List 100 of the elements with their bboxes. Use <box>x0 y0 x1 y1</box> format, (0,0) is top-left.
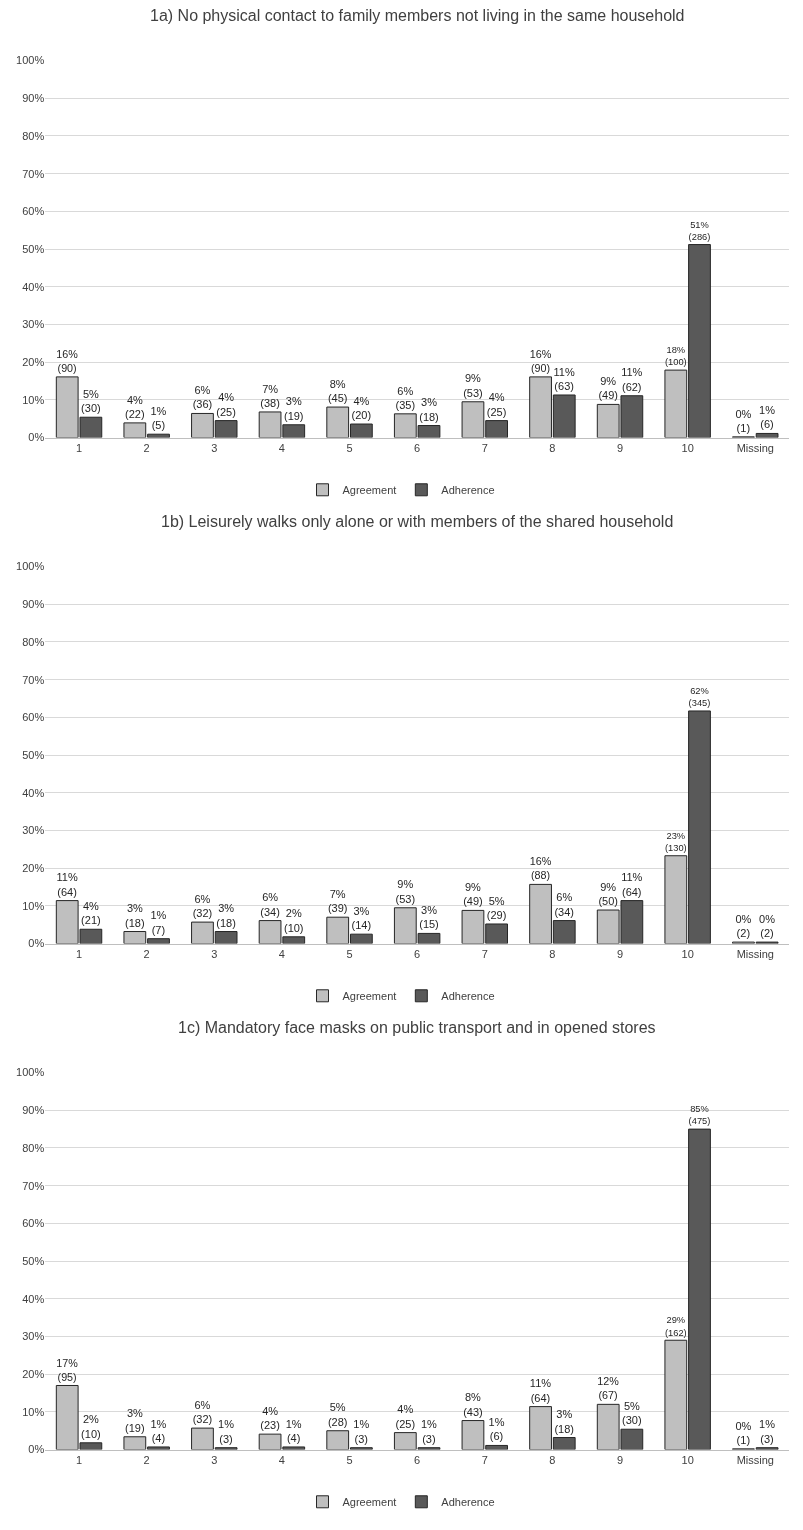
data-label: 3% (19) <box>125 1407 145 1434</box>
x-tick-label: 7 <box>481 1453 488 1466</box>
data-label: 6% (36) <box>192 384 213 411</box>
y-tick-label: 50% <box>22 748 45 761</box>
chart-title: 1b) Leisurely walks only alone or with members of the shared household <box>161 513 674 530</box>
x-tick-label: 4 <box>278 441 285 454</box>
x-tick-label: 3 <box>211 947 218 960</box>
x-tick-label: 10 <box>681 947 694 960</box>
y-tick-label: 10% <box>22 899 45 912</box>
x-tick-label: 2 <box>143 1453 150 1466</box>
data-label: 16% (90) <box>529 347 552 374</box>
y-tick-label: 80% <box>22 129 45 142</box>
y-tick-label: 90% <box>22 92 45 105</box>
data-label: 1% (3) <box>218 1418 235 1445</box>
data-label: 6% (32) <box>192 892 213 920</box>
x-tick-label: 5 <box>346 441 353 454</box>
data-label: 3% (18) <box>419 396 439 423</box>
data-label: 3% (18) <box>554 1408 575 1435</box>
data-label: 8% (43) <box>463 1391 483 1418</box>
data-label: 4% (25) <box>486 391 507 418</box>
x-tick-label: Missing <box>736 441 774 454</box>
x-tick-label: 7 <box>481 441 488 454</box>
data-label: 1% (6) <box>488 1416 505 1443</box>
chart-title: 1c) Mandatory face masks on public transport and in opened stores <box>178 1019 656 1036</box>
data-label: 85% (475) <box>688 1104 711 1127</box>
x-tick-label: 9 <box>616 441 624 454</box>
y-tick-label: 100% <box>16 54 45 67</box>
data-label: 1% (6) <box>759 404 776 431</box>
data-label: 16% (88) <box>529 855 552 882</box>
y-tick-label: 50% <box>22 1254 45 1267</box>
data-label: 11% (64) <box>621 871 643 898</box>
data-label: 2% (10) <box>81 1413 101 1440</box>
y-tick-label: 0% <box>28 1443 45 1456</box>
chart-title: 1a) No physical contact to family members not living in the same household <box>150 7 685 24</box>
data-label: 23% (130) <box>664 830 687 854</box>
data-label: 7% (38) <box>260 382 280 409</box>
data-label: 6% (34) <box>260 891 280 918</box>
x-tick-label: 9 <box>616 947 624 960</box>
x-tick-label: 3 <box>211 1453 218 1466</box>
y-tick-label: 20% <box>22 862 45 875</box>
data-label: 4% (25) <box>216 391 236 418</box>
data-label: 1% (3) <box>353 1418 370 1445</box>
data-label: 5% (29) <box>486 894 507 921</box>
y-tick-label: 70% <box>22 1179 45 1192</box>
data-label: 9% (50) <box>598 880 618 908</box>
y-tick-label: 80% <box>22 635 45 648</box>
data-label: 1% (3) <box>759 1418 776 1445</box>
y-tick-label: 30% <box>22 318 45 331</box>
legend-label: Adherence <box>441 484 495 497</box>
x-tick-label: 4 <box>278 1453 285 1466</box>
data-label: 18% (100) <box>664 345 687 368</box>
data-label: 4% (23) <box>260 1404 280 1432</box>
y-tick-label: 20% <box>22 356 45 369</box>
x-tick-label: 6 <box>414 441 421 454</box>
data-label: 2% (10) <box>283 907 304 934</box>
data-label: 29% (162) <box>664 1315 687 1338</box>
x-tick-label: 2 <box>143 441 150 454</box>
data-label: 1% (5) <box>150 404 167 432</box>
legend-label: Agreement <box>342 990 397 1003</box>
y-tick-label: 50% <box>22 242 45 255</box>
data-label: 4% (22) <box>125 393 145 420</box>
y-tick-label: 70% <box>22 167 45 180</box>
data-label: 9% (49) <box>598 375 618 402</box>
data-label: 17% (95) <box>56 1356 79 1383</box>
y-tick-label: 80% <box>22 1141 45 1154</box>
x-tick-label: 5 <box>346 947 353 960</box>
data-label: 3% (14) <box>351 904 372 932</box>
data-label: 11% (64) <box>529 1377 552 1404</box>
data-label: 3% (18) <box>216 902 236 929</box>
data-label: 4% (21) <box>81 899 101 927</box>
x-tick-label: 1 <box>75 1453 83 1466</box>
x-tick-label: 6 <box>414 1453 421 1466</box>
legend-label: Adherence <box>441 1496 495 1509</box>
y-tick-label: 60% <box>22 205 45 218</box>
data-label: 3% (19) <box>283 395 304 422</box>
x-tick-label: 10 <box>681 1453 694 1466</box>
data-label: 5% (30) <box>622 1399 642 1427</box>
x-tick-label: Missing <box>736 947 774 960</box>
data-label: 16% (90) <box>56 347 79 374</box>
x-tick-label: 3 <box>211 441 218 454</box>
data-label: 7% (39) <box>327 887 348 915</box>
legend-label: Agreement <box>342 484 397 497</box>
data-label: 11% (63) <box>553 365 575 392</box>
legend-label: Agreement <box>342 1496 397 1509</box>
y-tick-label: 90% <box>22 598 45 611</box>
data-label: 5% (28) <box>327 1401 348 1428</box>
x-tick-label: 2 <box>143 947 150 960</box>
data-label: 0% (2) <box>735 912 752 940</box>
data-label: 6% (34) <box>554 891 575 918</box>
y-tick-label: 0% <box>28 937 45 950</box>
data-label: 3% (18) <box>125 902 145 929</box>
data-label: 1% (3) <box>420 1418 438 1445</box>
x-tick-label: 9 <box>616 1453 624 1466</box>
y-tick-label: 70% <box>22 673 45 686</box>
y-tick-label: 30% <box>22 824 45 837</box>
data-label: 6% (35) <box>395 384 416 411</box>
data-label: 9% (49) <box>463 881 483 908</box>
data-label: 9% (53) <box>463 372 483 399</box>
x-tick-label: 5 <box>346 1453 353 1466</box>
data-label: 51% (286) <box>688 219 711 242</box>
